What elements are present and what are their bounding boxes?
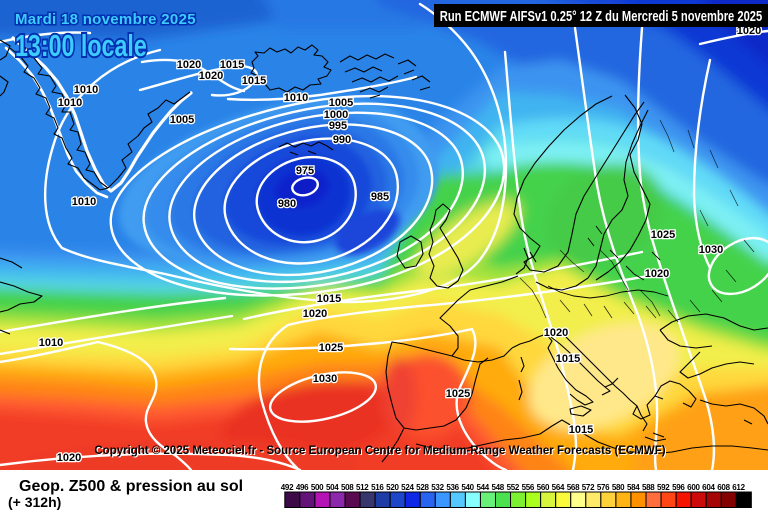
svg-text:1025: 1025	[319, 342, 343, 354]
svg-text:Mardi 18 novembre 2025: Mardi 18 novembre 2025	[15, 11, 196, 28]
svg-text:540: 540	[461, 483, 474, 492]
svg-text:584: 584	[627, 483, 640, 492]
svg-text:13:00 locale: 13:00 locale	[15, 28, 147, 63]
svg-text:592: 592	[657, 483, 670, 492]
svg-text:600: 600	[687, 483, 700, 492]
svg-text:(+ 312h): (+ 312h)	[8, 494, 61, 510]
svg-text:560: 560	[537, 483, 550, 492]
svg-text:985: 985	[371, 191, 389, 203]
svg-text:544: 544	[476, 483, 489, 492]
svg-text:1020: 1020	[544, 327, 568, 339]
svg-text:1025: 1025	[651, 229, 675, 241]
svg-text:528: 528	[416, 483, 429, 492]
svg-text:1025: 1025	[446, 388, 470, 400]
svg-text:1020: 1020	[303, 308, 327, 320]
svg-text:572: 572	[582, 483, 595, 492]
svg-text:1015: 1015	[317, 293, 341, 305]
svg-text:552: 552	[507, 483, 520, 492]
svg-text:Run ECMWF AIFSv1 0.25° 12 Z du: Run ECMWF AIFSv1 0.25° 12 Z du Mercredi …	[440, 7, 762, 24]
svg-text:1000: 1000	[324, 109, 348, 121]
svg-text:1005: 1005	[329, 97, 353, 109]
svg-text:975: 975	[296, 165, 314, 177]
svg-text:1020: 1020	[199, 70, 223, 82]
svg-text:576: 576	[597, 483, 610, 492]
svg-text:Geop. Z500 & pression au sol: Geop. Z500 & pression au sol	[19, 478, 243, 495]
svg-text:1010: 1010	[74, 84, 98, 96]
svg-text:1020: 1020	[177, 59, 201, 71]
svg-text:980: 980	[278, 198, 296, 210]
svg-text:1015: 1015	[569, 424, 593, 436]
svg-text:492: 492	[281, 483, 294, 492]
svg-text:1015: 1015	[220, 59, 244, 71]
svg-text:1010: 1010	[58, 97, 82, 109]
svg-text:612: 612	[732, 483, 745, 492]
svg-text:588: 588	[642, 483, 655, 492]
svg-text:508: 508	[341, 483, 354, 492]
svg-text:Copyright © 2025 Meteociel.fr: Copyright © 2025 Meteociel.fr - Source E…	[95, 446, 666, 458]
svg-text:1015: 1015	[242, 75, 266, 87]
svg-text:568: 568	[567, 483, 580, 492]
svg-text:548: 548	[491, 483, 504, 492]
svg-text:1020: 1020	[645, 268, 669, 280]
svg-text:Copyright © 2025 Meteociel.fr: Copyright © 2025 Meteociel.fr - Source E…	[94, 445, 665, 457]
svg-text:520: 520	[386, 483, 399, 492]
svg-text:596: 596	[672, 483, 685, 492]
svg-text:580: 580	[612, 483, 625, 492]
svg-text:1010: 1010	[72, 196, 96, 208]
svg-text:532: 532	[431, 483, 444, 492]
svg-text:604: 604	[702, 483, 715, 492]
svg-text:1030: 1030	[313, 373, 337, 385]
svg-text:524: 524	[401, 483, 414, 492]
svg-text:1005: 1005	[170, 114, 194, 126]
svg-text:496: 496	[296, 483, 309, 492]
svg-text:1010: 1010	[39, 337, 63, 349]
svg-text:516: 516	[371, 483, 384, 492]
svg-text:1015: 1015	[556, 353, 580, 365]
svg-text:1030: 1030	[699, 244, 723, 256]
svg-text:512: 512	[356, 483, 369, 492]
svg-text:1010: 1010	[284, 92, 308, 104]
svg-text:1020: 1020	[737, 25, 761, 37]
svg-text:536: 536	[446, 483, 459, 492]
svg-text:995: 995	[329, 120, 347, 132]
svg-text:504: 504	[326, 483, 339, 492]
svg-text:990: 990	[333, 134, 351, 146]
svg-text:608: 608	[717, 483, 730, 492]
svg-text:500: 500	[311, 483, 324, 492]
svg-text:556: 556	[522, 483, 535, 492]
svg-text:1020: 1020	[57, 452, 81, 464]
svg-text:564: 564	[552, 483, 565, 492]
